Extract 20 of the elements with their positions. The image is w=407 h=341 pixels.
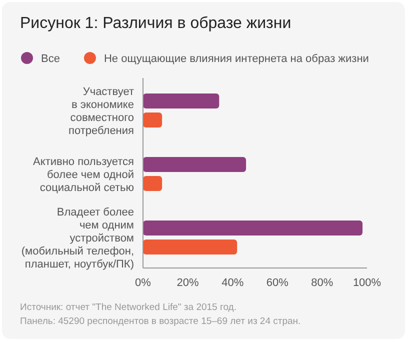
text: Панель: 45290 респондентов в возрасте 15–69 лет из 24 стран. [20, 316, 301, 327]
x-tick-label: 100% [352, 276, 382, 289]
bar [143, 176, 162, 191]
y-tick-label: Владеет более чем одним устройством (мобильный телефон, планшет, ноутбук/ПК) [21, 206, 134, 271]
chart-title: Рисунок 1: Различия в образе жизни [20, 15, 292, 32]
x-tick-label: 40% [222, 276, 244, 289]
bar [143, 112, 162, 128]
text: Источник: отчет "The Networked Life" за 2015 год. [20, 302, 236, 313]
legend-label: Все [41, 53, 60, 65]
x-tick-label: 80% [311, 276, 334, 289]
y-tick-label: Участвует в экономике совместного потребления [68, 86, 134, 137]
x-tick-label: 60% [266, 276, 289, 289]
x-tick-label: 20% [176, 276, 200, 289]
x-tick-label: 0% [135, 276, 152, 289]
bar [143, 93, 220, 108]
legend-label: Не ощущающие влияния интернета на образ жизни [104, 53, 369, 65]
bar [143, 157, 246, 172]
bar [143, 240, 238, 255]
y-tick-label: Активно пользуется более чем одной социальной сетью [33, 156, 134, 194]
bar [143, 220, 363, 236]
